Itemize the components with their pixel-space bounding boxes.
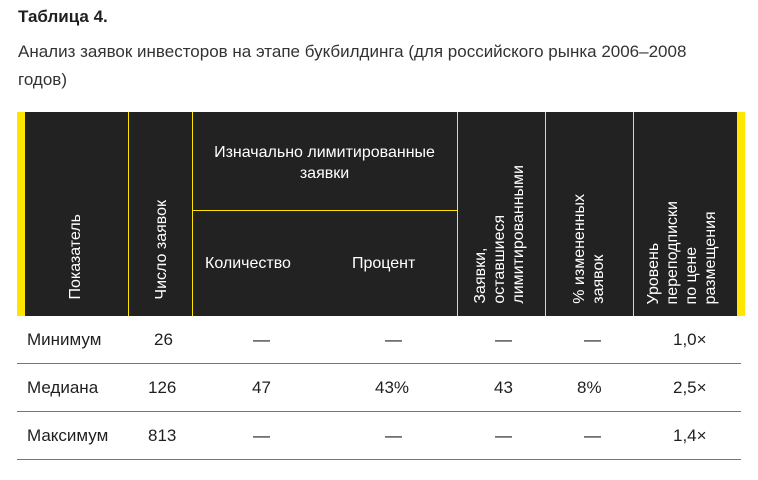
header-orders-count: Число заявок <box>153 200 170 300</box>
cell-remaining: — <box>495 330 512 349</box>
header-initially-limited: Изначально лимитированные заявки <box>214 144 435 182</box>
table-row: Медиана 126 47 43% 43 8% 2,5× <box>17 364 741 412</box>
cell-changed: — <box>584 426 601 445</box>
row-label: Минимум <box>27 330 102 349</box>
row-label: Максимум <box>27 426 109 445</box>
cell-oversubscription: 1,4× <box>673 426 707 445</box>
cell-quantity: — <box>253 330 270 349</box>
cell-oversubscription: 2,5× <box>673 378 707 397</box>
row-divider <box>17 411 741 412</box>
cell-remaining: — <box>495 426 512 445</box>
cell-count: 813 <box>148 426 177 445</box>
header-indicator: Показатель <box>67 214 84 300</box>
header-divider <box>545 112 546 316</box>
row-divider <box>17 459 741 460</box>
cell-count: 26 <box>154 330 173 349</box>
row-label: Медиана <box>27 378 99 397</box>
header-divider <box>192 112 193 316</box>
header-divider <box>457 112 458 316</box>
cell-remaining: 43 <box>494 378 513 397</box>
cell-oversubscription: 1,0× <box>673 330 707 349</box>
header-quantity: Количество <box>205 255 291 272</box>
cell-percent: — <box>385 330 402 349</box>
cell-percent: 43% <box>375 378 410 397</box>
cell-changed: — <box>584 330 601 349</box>
header-divider <box>192 210 457 211</box>
header-remaining-limited: Заявки, оставшиеся лимитированными <box>472 165 527 304</box>
table-row: Минимум 26 — — — — 1,0× <box>17 316 741 364</box>
table-caption: Анализ заявок инвесторов на этапе букбил… <box>18 42 687 89</box>
cell-quantity: 47 <box>252 378 271 397</box>
table-row: Максимум 813 — — — — 1,4× <box>17 412 741 460</box>
table-header: Показатель Число заявок Изначально лимит… <box>17 112 745 316</box>
cell-count: 126 <box>148 378 177 397</box>
header-changed-pct: % измененных заявок <box>571 194 607 304</box>
row-divider <box>17 363 741 364</box>
cell-changed: 8% <box>577 378 602 397</box>
cell-percent: — <box>385 426 402 445</box>
header-oversubscription: Уровень переподписки по цене размещения <box>645 200 719 304</box>
header-divider <box>633 112 634 316</box>
header-percent: Процент <box>352 255 416 272</box>
table-title: Таблица 4. <box>18 7 108 26</box>
header-divider <box>128 112 129 316</box>
cell-quantity: — <box>253 426 270 445</box>
